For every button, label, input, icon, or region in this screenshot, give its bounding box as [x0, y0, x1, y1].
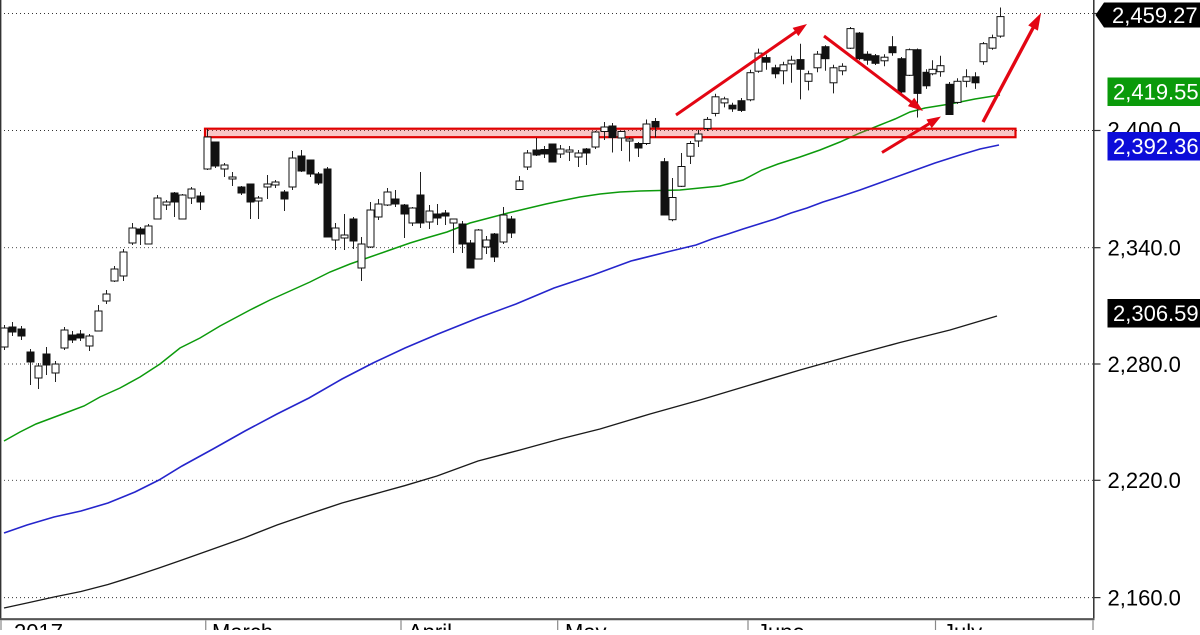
svg-text:2,340.0: 2,340.0 [1108, 236, 1181, 261]
svg-text:2,306.59: 2,306.59 [1113, 301, 1199, 326]
svg-text:2,392.36: 2,392.36 [1113, 134, 1199, 159]
svg-text:2,419.55: 2,419.55 [1113, 80, 1199, 105]
svg-text:2017: 2017 [14, 620, 63, 631]
svg-text:March: March [212, 620, 273, 631]
svg-text:July: July [943, 620, 982, 631]
svg-text:April: April [408, 620, 452, 631]
svg-text:June: June [757, 620, 805, 631]
svg-text:2,220.0: 2,220.0 [1108, 468, 1181, 493]
svg-text:2,459.27: 2,459.27 [1112, 3, 1198, 28]
svg-text:2,160.0: 2,160.0 [1108, 585, 1181, 610]
svg-text:2,280.0: 2,280.0 [1108, 352, 1181, 377]
svg-text:May: May [565, 620, 607, 631]
